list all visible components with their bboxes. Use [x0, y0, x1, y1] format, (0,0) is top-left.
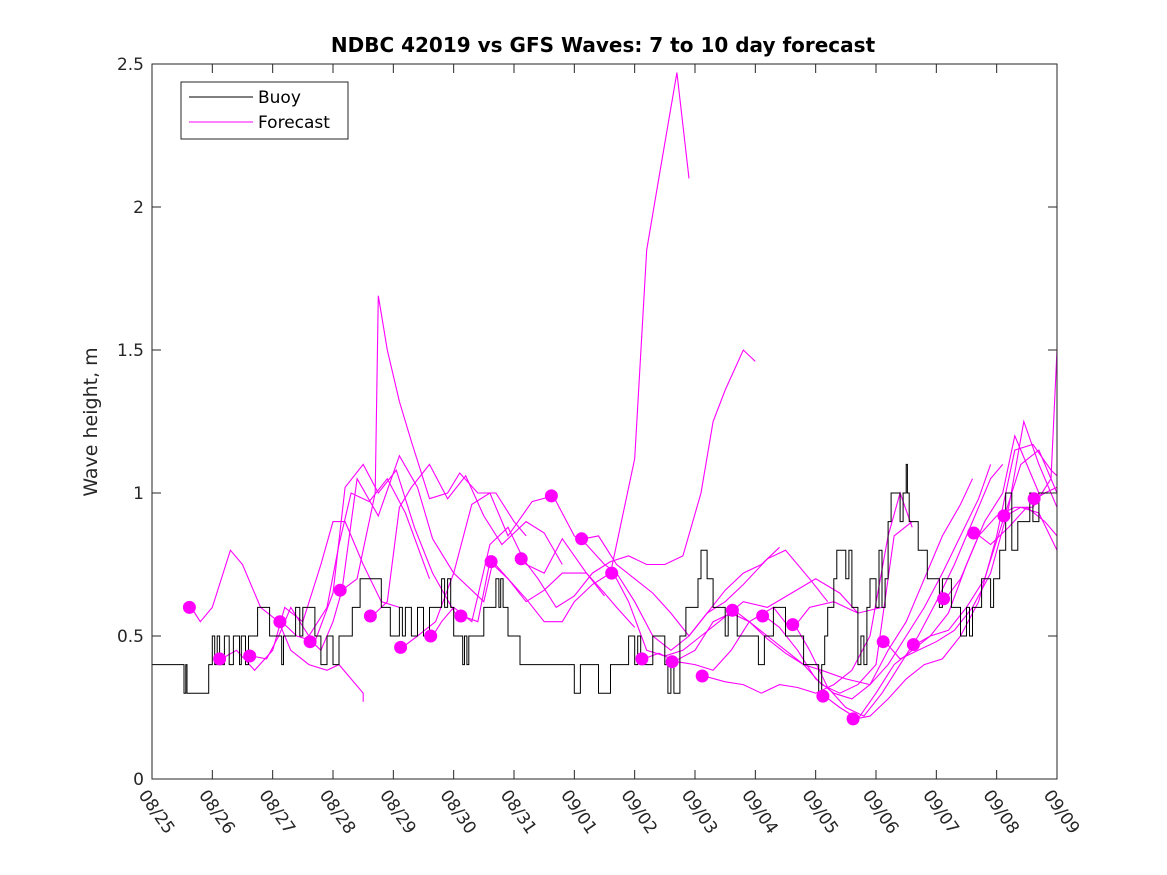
x-tick-label: 08/25	[134, 786, 178, 838]
x-tick-label: 09/04	[737, 786, 781, 838]
forecast-marker	[363, 609, 377, 623]
forecast-line	[884, 419, 1058, 660]
forecast-markers	[182, 489, 1041, 726]
y-tick-label: 1.5	[117, 341, 144, 361]
forecast-marker	[333, 583, 347, 597]
axes: 0 0.5 1 1.5 2 2.5 08/25 08/26 08/27 08/28 08/29 08/…	[117, 55, 1083, 838]
forecast-marker	[816, 689, 830, 703]
y-axis-label: Wave height, m	[80, 347, 102, 496]
forecast-line	[914, 449, 1058, 646]
forecast-line	[1005, 506, 1058, 551]
forecast-marker	[635, 652, 649, 666]
forecast-line	[371, 463, 563, 617]
x-tick-label: 09/08	[979, 786, 1023, 838]
forecast-line	[764, 464, 992, 700]
plot-box	[151, 63, 1058, 780]
chart-title: NDBC 42019 vs GFS Waves: 7 to 10 day for…	[331, 33, 876, 57]
forecast-line	[944, 349, 1058, 600]
forecast-line	[552, 495, 780, 652]
forecast-marker	[605, 566, 619, 580]
forecast-marker	[394, 640, 408, 654]
x-tick-label: 09/05	[798, 786, 842, 838]
forecast-marker	[484, 555, 498, 569]
forecast-marker	[876, 635, 890, 649]
forecast-line	[221, 521, 400, 672]
forecast-marker	[906, 638, 920, 652]
forecast-marker	[665, 655, 679, 669]
x-tick-label: 09/03	[677, 786, 721, 838]
y-tick-label: 0	[133, 770, 144, 790]
x-tick-label: 08/26	[194, 786, 238, 838]
forecast-line	[251, 477, 431, 660]
forecast-line	[824, 433, 1040, 720]
buoy-series	[152, 463, 1057, 694]
x-tick-label: 09/07	[918, 786, 962, 838]
forecast-marker	[846, 712, 860, 726]
buoy-line	[152, 463, 1057, 694]
x-tick-label: 08/31	[496, 786, 540, 838]
forecast-line	[522, 349, 756, 609]
forecast-marker	[544, 489, 558, 503]
x-tick-label: 08/28	[315, 786, 359, 838]
x-tick-label: 08/27	[255, 786, 299, 838]
forecast-marker	[213, 652, 227, 666]
forecast-marker	[997, 509, 1011, 523]
legend: Buoy Forecast	[180, 81, 349, 140]
forecast-marker	[575, 532, 589, 546]
forecast-marker	[756, 609, 770, 623]
legend-forecast-label: Forecast	[258, 113, 330, 133]
forecast-line	[311, 454, 494, 652]
legend-buoy-label: Buoy	[258, 88, 301, 108]
forecast-line	[402, 492, 554, 648]
x-tick-label: 09/06	[858, 786, 902, 838]
x-tick-label: 09/02	[617, 786, 661, 838]
forecast-marker	[454, 609, 468, 623]
forecast-line	[975, 506, 1058, 546]
y-tick-label: 1	[133, 484, 144, 504]
forecast-marker	[514, 552, 528, 566]
forecast-marker	[182, 600, 196, 614]
y-tick-label: 2	[133, 198, 144, 218]
forecast-marker	[1027, 492, 1041, 506]
forecast-marker	[786, 618, 800, 632]
forecast-marker	[243, 649, 257, 663]
forecast-line	[432, 526, 605, 637]
y-tick-label: 2.5	[117, 55, 144, 75]
forecast-marker	[967, 526, 981, 540]
x-tick-label: 08/30	[436, 786, 480, 838]
forecast-marker	[303, 635, 317, 649]
forecast-marker	[695, 669, 709, 683]
forecast-line	[492, 72, 690, 623]
forecast-marker	[424, 629, 438, 643]
forecast-marker	[273, 615, 287, 629]
x-tick-label: 09/09	[1039, 786, 1083, 838]
forecast-line	[341, 295, 527, 591]
x-tick-label: 09/01	[556, 786, 600, 838]
forecast-line	[733, 478, 973, 686]
x-tick-label: 08/29	[375, 786, 419, 838]
forecast-marker	[725, 603, 739, 617]
legend-box	[180, 81, 349, 140]
forecast-line	[613, 572, 859, 657]
y-tick-label: 0.5	[117, 627, 144, 647]
forecast-marker	[937, 592, 951, 606]
forecast-line	[583, 535, 829, 637]
forecast-series	[190, 72, 1058, 720]
forecast-line	[673, 521, 913, 694]
forecast-line	[794, 464, 1004, 717]
forecast-line	[462, 560, 636, 628]
